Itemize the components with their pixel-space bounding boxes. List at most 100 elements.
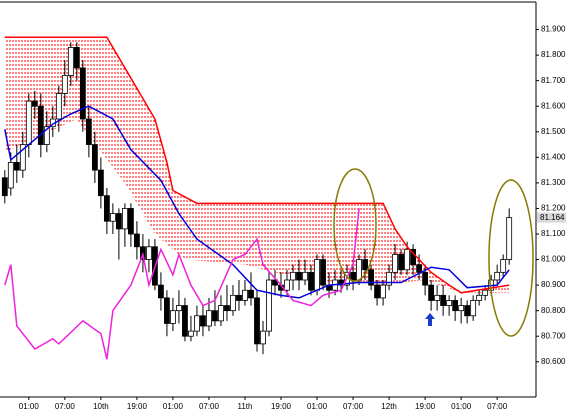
candle-body	[1, 177, 8, 197]
candle-body	[206, 310, 212, 327]
candle-body	[506, 217, 513, 260]
candle-body	[494, 271, 501, 281]
y-tick-label: 80.600	[541, 357, 566, 366]
candle-body	[7, 162, 14, 189]
x-tick-label: 19:00	[127, 402, 148, 411]
cloud-area	[4, 37, 510, 293]
candle-body	[103, 195, 110, 222]
candle-body	[85, 118, 92, 145]
candle-body	[242, 289, 248, 301]
price-tag: 81.164	[540, 213, 565, 222]
x-tick-label: 01:00	[451, 402, 472, 411]
y-tick-label: 81.500	[541, 127, 566, 136]
candle-body	[115, 213, 122, 230]
y-tick-label: 81.200	[541, 204, 566, 213]
candle-body	[284, 279, 290, 291]
x-tick-label: 01:00	[307, 402, 328, 411]
candle-body	[73, 47, 80, 69]
candle-body	[464, 305, 471, 317]
candle-body	[356, 259, 362, 281]
candle-body	[182, 305, 188, 337]
x-tick-label: 07:00	[199, 402, 220, 411]
candle-body	[266, 279, 272, 332]
candle-body	[440, 294, 447, 306]
candle-body	[176, 305, 182, 312]
x-tick-label: 07:00	[343, 402, 364, 411]
candle-body	[37, 105, 44, 145]
y-tick-label: 81.000	[541, 255, 566, 264]
candle-body	[446, 300, 453, 306]
candle-body	[236, 294, 242, 301]
candle-body	[404, 248, 411, 271]
candle-body	[338, 279, 344, 286]
candle-body	[428, 284, 435, 301]
candle-body	[200, 315, 206, 327]
y-tick-label: 80.700	[541, 331, 566, 340]
candle-body	[67, 47, 74, 76]
candle-body	[248, 289, 254, 299]
candle-body	[380, 284, 386, 299]
indicator-line	[4, 208, 360, 360]
candle-body	[31, 100, 38, 107]
candle-body	[374, 284, 380, 299]
x-tick-label: 01:00	[19, 402, 40, 411]
indicator-line	[4, 105, 510, 299]
candle-body	[416, 264, 423, 273]
x-tick-label: 12th	[381, 402, 397, 411]
candle-body	[121, 208, 128, 230]
candle-body	[230, 294, 236, 312]
y-tick-label: 81.700	[541, 76, 566, 85]
y-tick-label: 81.600	[541, 101, 566, 110]
up-arrow	[425, 313, 435, 326]
candle-body	[79, 67, 86, 120]
candle-body	[314, 259, 320, 291]
y-tick-label: 80.800	[541, 306, 566, 315]
x-tick-label: 19:00	[271, 402, 292, 411]
candle-body	[392, 254, 398, 273]
y-tick-label: 81.800	[541, 50, 566, 59]
candle-body	[212, 310, 218, 322]
candle-body	[134, 233, 140, 248]
candle-body	[272, 279, 278, 286]
y-tick-label: 81.100	[541, 229, 566, 238]
candle-body	[91, 144, 98, 171]
candle-body	[109, 213, 116, 222]
candle-body	[386, 271, 392, 286]
candle-body	[127, 208, 134, 235]
candle-body	[224, 305, 230, 312]
candle-body	[482, 289, 489, 296]
candle-body	[13, 162, 20, 171]
candle-body	[188, 330, 194, 337]
candle-body	[398, 254, 404, 271]
candle-body	[368, 269, 374, 286]
x-tick-label: 19:00	[415, 402, 436, 411]
candle-body	[170, 310, 176, 324]
candle-body	[434, 294, 441, 301]
candle-body	[194, 315, 200, 332]
candle-body	[254, 297, 260, 345]
y-tick-label: 81.300	[541, 178, 566, 187]
indicator-line	[4, 36, 510, 294]
candle-body	[158, 284, 164, 299]
plot-area	[1, 36, 513, 360]
candle-body	[97, 169, 104, 197]
candle-body	[410, 248, 417, 266]
candle-body	[218, 305, 224, 322]
candle-body	[302, 271, 308, 281]
candle-body	[290, 271, 296, 281]
candle-body	[296, 271, 302, 281]
candle-body	[43, 126, 50, 145]
candle-body	[55, 93, 62, 120]
candle-body	[260, 330, 266, 345]
candle-body	[422, 271, 429, 286]
candle-body	[458, 305, 465, 312]
candle-body	[350, 271, 356, 281]
x-tick-label: 11th	[237, 402, 252, 411]
y-tick-label: 81.900	[541, 25, 566, 34]
candle-body	[470, 300, 477, 317]
candle-body	[308, 271, 314, 291]
candle-body	[25, 100, 32, 145]
candle-body	[362, 259, 368, 271]
